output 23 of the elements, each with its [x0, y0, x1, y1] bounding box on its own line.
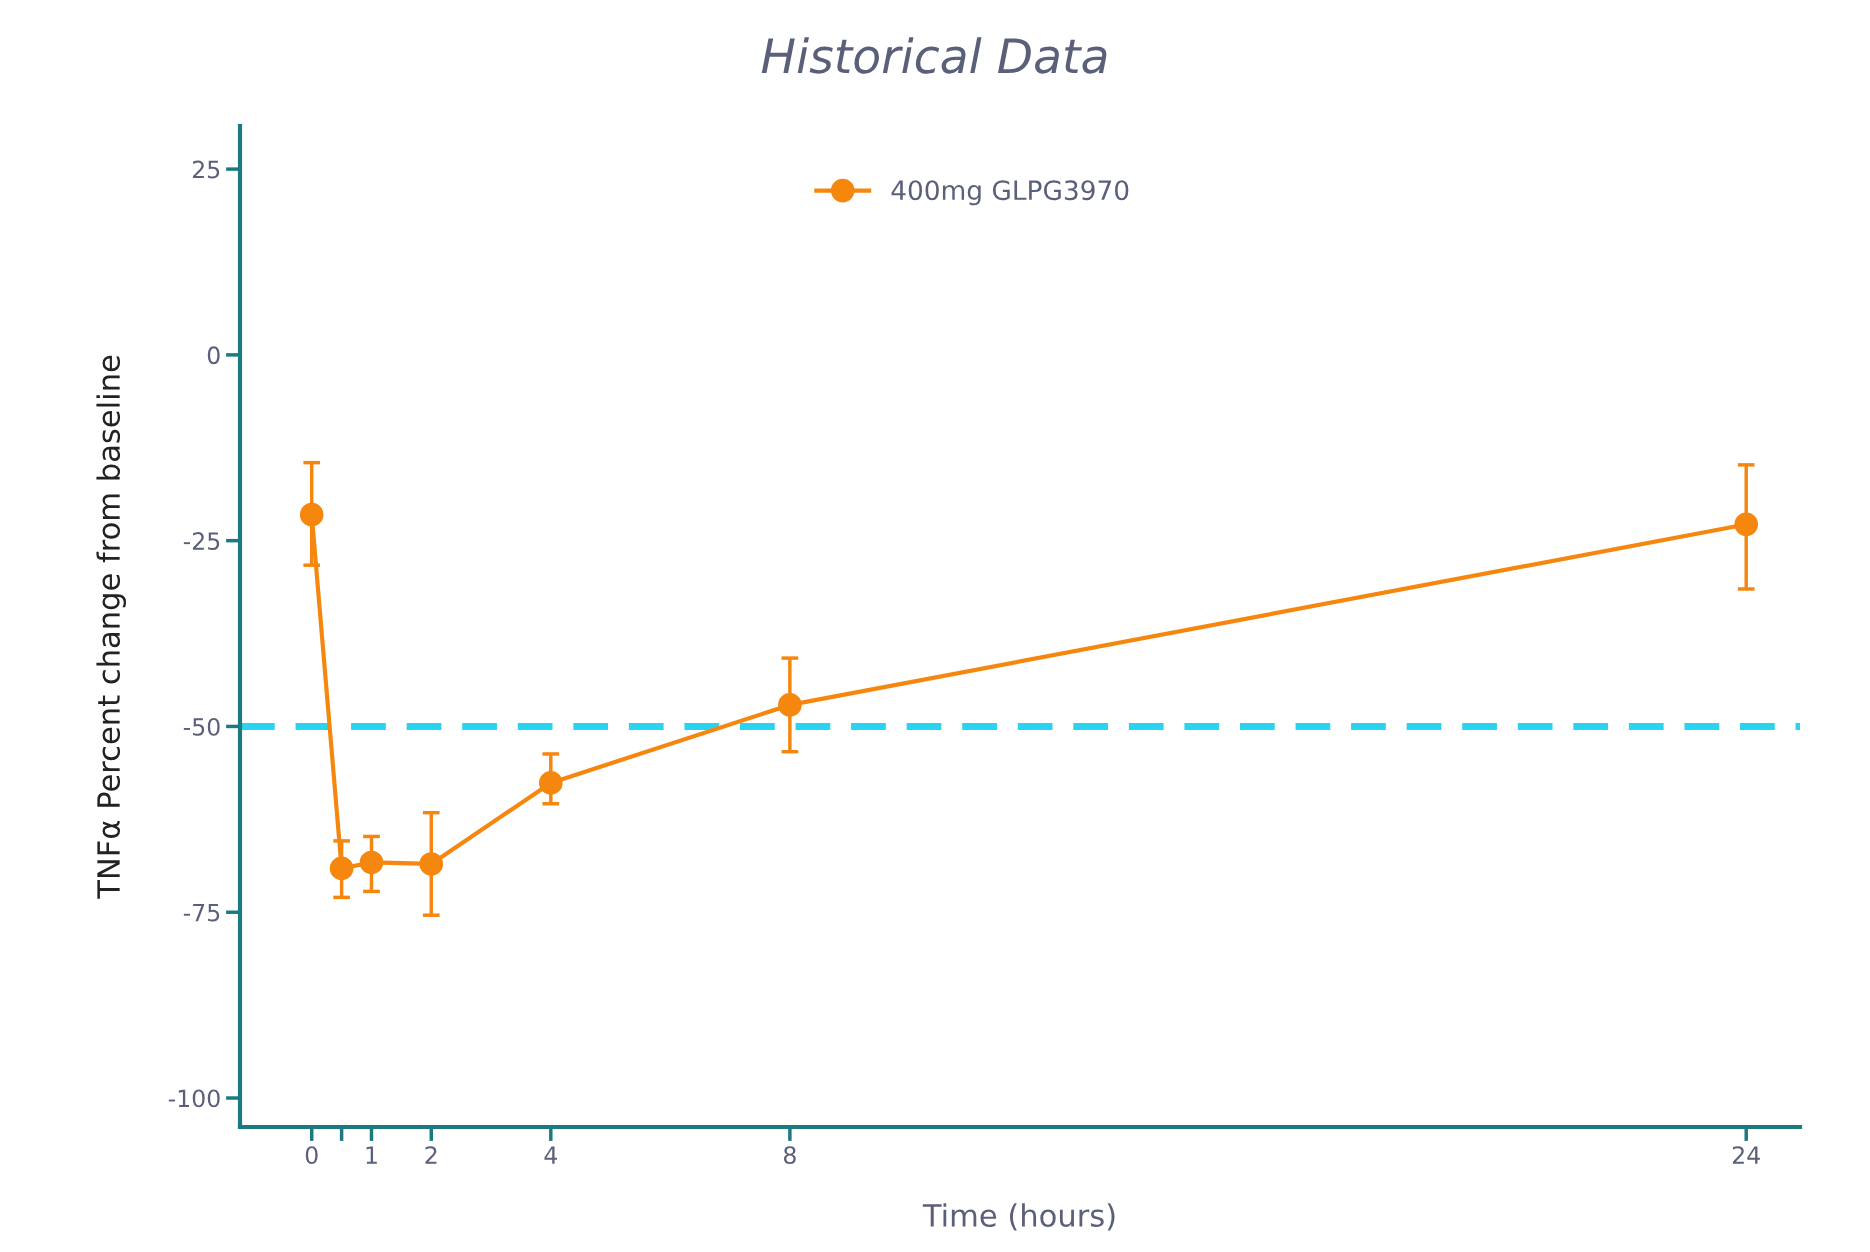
point: [419, 852, 444, 876]
x-tick-label: 24: [1732, 1146, 1760, 1164]
x-tick-label: 8: [783, 1146, 796, 1165]
point: [1734, 512, 1759, 537]
point: [538, 771, 563, 795]
x-tick-label: 2: [425, 1146, 437, 1164]
point: [778, 693, 802, 717]
x-axis-title: Time (hours): [922, 1203, 1115, 1231]
y-tick-label: -50: [183, 717, 220, 736]
y-tick-label: 0: [207, 346, 220, 365]
y-tick-label: -25: [183, 532, 220, 550]
x-tick-label: 0: [305, 1146, 318, 1165]
legend-label: 400mg GLPG3970: [891, 180, 1129, 206]
chart-title: Historical Data: [761, 37, 1107, 74]
y-tick-label: 25: [192, 160, 220, 179]
point: [299, 502, 324, 527]
point: [359, 850, 384, 875]
y-tick-label: -100: [168, 1089, 220, 1108]
y-axis-title: TNFα Percent change from baseline: [96, 355, 126, 899]
y-tick-label: -75: [183, 903, 220, 922]
x-tick-label: 1: [366, 1146, 377, 1164]
point: [329, 856, 354, 881]
x-tick-label: 4: [544, 1146, 557, 1164]
